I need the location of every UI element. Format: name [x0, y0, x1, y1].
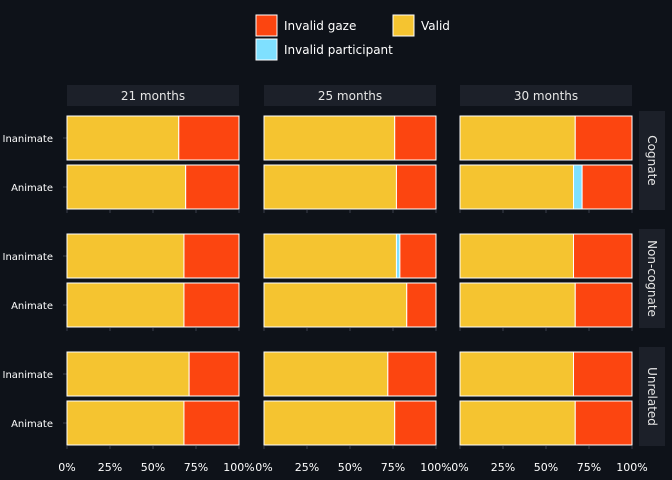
bar-animate-valid: [459, 282, 576, 328]
panel-cognate-21-months: [66, 115, 240, 213]
legend-key-valid: [392, 14, 415, 37]
bar-inanimate-valid: [263, 233, 397, 279]
bar-animate-valid: [66, 400, 185, 446]
bar-animate-valid: [66, 282, 185, 328]
bar-inanimate-valid: [66, 233, 185, 279]
y-tick-label-animate: Animate: [11, 301, 53, 312]
panel-non-cognate-25-months: [263, 233, 437, 331]
bar-animate-invalid-gaze: [394, 400, 437, 446]
bar-animate-valid: [263, 282, 408, 328]
panel-non-cognate-21-months: [66, 233, 240, 331]
panel-non-cognate-30-months: [459, 233, 633, 331]
bar-inanimate-invalid-gaze: [573, 233, 633, 279]
y-tick-label-animate: Animate: [11, 419, 53, 430]
legend-key-invalid-participant: [255, 38, 278, 61]
facet-strip-non-cognate: [639, 229, 665, 328]
facet-strip-30-months: [460, 85, 632, 106]
bar-animate-valid: [459, 400, 576, 446]
panel-unrelated-25-months: [263, 351, 437, 449]
bar-inanimate-valid: [459, 233, 575, 279]
y-tick-label-inanimate: Inanimate: [3, 370, 53, 381]
x-tick-label: 75%: [381, 461, 405, 474]
bar-animate-valid: [459, 164, 575, 210]
x-tick-label: 75%: [577, 461, 601, 474]
y-tick-label-animate: Animate: [11, 183, 53, 194]
bar-animate-valid: [263, 164, 397, 210]
facet-label-21-months: 21 months: [121, 89, 185, 103]
x-tick-label: 100%: [420, 461, 451, 474]
y-tick-label-inanimate: Inanimate: [3, 134, 53, 145]
x-tick-label: 25%: [98, 461, 122, 474]
facet-label-30-months: 30 months: [514, 89, 578, 103]
x-tick-label: 100%: [616, 461, 647, 474]
bar-inanimate-invalid-gaze: [394, 115, 437, 161]
x-tick-label: 0%: [58, 461, 75, 474]
legend-label-valid: Valid: [421, 19, 450, 33]
y-tick-label-inanimate: Inanimate: [3, 252, 53, 263]
facet-strip-25-months: [264, 85, 436, 106]
bar-animate-invalid-gaze: [406, 282, 437, 328]
bar-inanimate-valid: [66, 115, 180, 161]
bar-inanimate-invalid-gaze: [574, 115, 633, 161]
bar-animate-invalid-participant: [573, 164, 583, 210]
legend-label-invalid-gaze: Invalid gaze: [284, 19, 356, 33]
x-tick-label: 50%: [338, 461, 362, 474]
bar-animate-invalid-gaze: [581, 164, 633, 210]
bar-inanimate-invalid-participant: [395, 233, 401, 279]
facet-strip-21-months: [67, 85, 239, 106]
bar-animate-invalid-gaze: [185, 164, 240, 210]
facet-label-unrelated: Unrelated: [645, 367, 659, 426]
facet-strip-cognate: [639, 111, 665, 210]
legend: Invalid gaze Invalid participant Valid: [255, 14, 450, 61]
bar-animate-valid: [263, 400, 396, 446]
facet-label-25-months: 25 months: [318, 89, 382, 103]
panel-unrelated-21-months: [66, 351, 240, 449]
bar-animate-invalid-gaze: [183, 400, 240, 446]
facet-label-cognate: Cognate: [645, 135, 659, 185]
bar-inanimate-valid: [263, 351, 389, 397]
bar-inanimate-valid: [459, 351, 575, 397]
legend-key-invalid-gaze: [255, 14, 278, 37]
x-tick-label: 50%: [534, 461, 558, 474]
facet-label-non-cognate: Non-cognate: [645, 240, 659, 317]
legend-label-invalid-participant: Invalid participant: [284, 43, 393, 57]
panel-cognate-25-months: [263, 115, 437, 213]
bar-inanimate-invalid-gaze: [183, 233, 240, 279]
panel-unrelated-30-months: [459, 351, 633, 449]
x-tick-label: 25%: [295, 461, 319, 474]
facet-strip-unrelated: [639, 347, 665, 446]
bar-animate-invalid-gaze: [395, 164, 437, 210]
bar-animate-valid: [66, 164, 187, 210]
x-tick-label: 0%: [451, 461, 468, 474]
bar-inanimate-invalid-gaze: [188, 351, 240, 397]
bar-inanimate-valid: [263, 115, 396, 161]
bar-animate-invalid-gaze: [574, 400, 633, 446]
x-tick-label: 0%: [255, 461, 272, 474]
panel-cognate-30-months: [459, 115, 633, 213]
x-tick-label: 50%: [141, 461, 165, 474]
bar-animate-invalid-gaze: [574, 282, 633, 328]
bar-inanimate-valid: [66, 351, 190, 397]
bar-inanimate-invalid-gaze: [178, 115, 240, 161]
x-tick-label: 25%: [491, 461, 515, 474]
x-tick-label: 100%: [223, 461, 254, 474]
bar-inanimate-valid: [459, 115, 576, 161]
bar-inanimate-invalid-gaze: [387, 351, 437, 397]
x-tick-label: 75%: [184, 461, 208, 474]
bar-inanimate-invalid-gaze: [399, 233, 437, 279]
bar-inanimate-invalid-gaze: [573, 351, 633, 397]
bar-animate-invalid-gaze: [183, 282, 240, 328]
